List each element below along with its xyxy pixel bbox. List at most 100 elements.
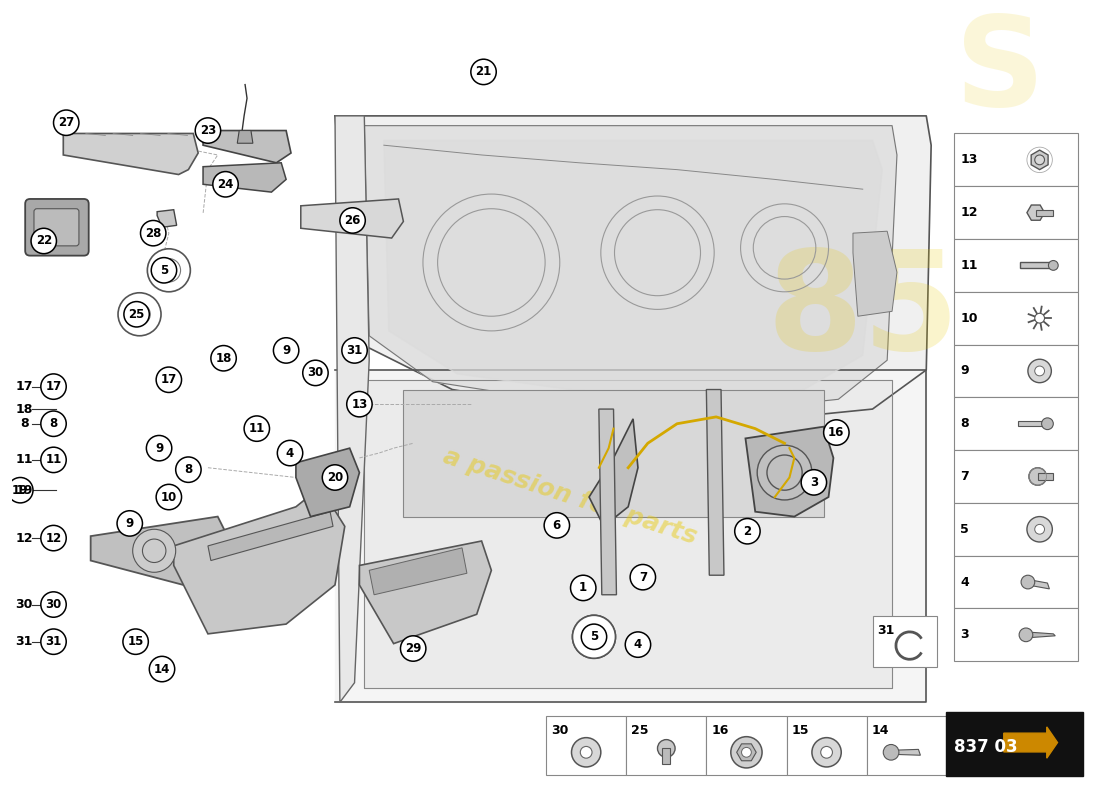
Bar bbox=[626, 716, 706, 774]
Circle shape bbox=[41, 447, 66, 473]
Polygon shape bbox=[1026, 632, 1055, 638]
Circle shape bbox=[133, 530, 176, 572]
Text: 9: 9 bbox=[960, 365, 969, 378]
Text: 3: 3 bbox=[960, 628, 969, 642]
Text: 9: 9 bbox=[155, 442, 163, 454]
Text: 6: 6 bbox=[552, 519, 561, 532]
Circle shape bbox=[581, 624, 607, 650]
Text: 5: 5 bbox=[590, 630, 598, 643]
Circle shape bbox=[156, 367, 182, 393]
Circle shape bbox=[118, 293, 161, 336]
Bar bbox=[954, 292, 1078, 345]
Text: 11: 11 bbox=[960, 259, 978, 272]
Circle shape bbox=[801, 470, 826, 495]
Text: 30: 30 bbox=[551, 724, 569, 737]
Circle shape bbox=[152, 258, 177, 283]
Text: 28: 28 bbox=[145, 226, 162, 240]
Circle shape bbox=[277, 440, 302, 466]
Polygon shape bbox=[1027, 205, 1045, 220]
Text: 4: 4 bbox=[960, 575, 969, 589]
Text: 31: 31 bbox=[878, 624, 894, 637]
Polygon shape bbox=[336, 116, 370, 702]
Text: 24: 24 bbox=[218, 178, 233, 190]
Bar bbox=[954, 134, 1078, 186]
Circle shape bbox=[54, 110, 79, 135]
Text: 31: 31 bbox=[15, 635, 33, 648]
Text: 12: 12 bbox=[960, 206, 978, 219]
FancyBboxPatch shape bbox=[25, 199, 89, 256]
Text: 14: 14 bbox=[871, 724, 889, 737]
Text: 19: 19 bbox=[15, 484, 33, 497]
Text: 17: 17 bbox=[15, 380, 33, 393]
Text: 7: 7 bbox=[639, 570, 647, 584]
Circle shape bbox=[572, 615, 616, 658]
Circle shape bbox=[883, 745, 899, 760]
Polygon shape bbox=[384, 140, 882, 398]
Bar bbox=[706, 716, 786, 774]
Circle shape bbox=[1042, 418, 1054, 430]
Text: 25: 25 bbox=[129, 308, 145, 321]
Circle shape bbox=[821, 746, 833, 758]
Polygon shape bbox=[238, 130, 253, 143]
Polygon shape bbox=[1031, 150, 1048, 170]
Text: 25: 25 bbox=[631, 724, 649, 737]
Bar bbox=[954, 609, 1078, 662]
Bar bbox=[404, 390, 824, 517]
Text: 13: 13 bbox=[351, 398, 367, 410]
Circle shape bbox=[630, 565, 656, 590]
Circle shape bbox=[730, 737, 762, 768]
Circle shape bbox=[658, 740, 675, 757]
Text: 1: 1 bbox=[580, 582, 587, 594]
Bar bbox=[954, 503, 1078, 556]
Circle shape bbox=[471, 59, 496, 85]
Text: 18: 18 bbox=[216, 352, 232, 365]
Text: 26: 26 bbox=[344, 214, 361, 227]
Polygon shape bbox=[662, 748, 670, 764]
Polygon shape bbox=[1004, 727, 1057, 758]
Polygon shape bbox=[208, 512, 333, 561]
Text: 17: 17 bbox=[161, 374, 177, 386]
Circle shape bbox=[322, 465, 348, 490]
Circle shape bbox=[141, 221, 166, 246]
Bar bbox=[872, 616, 937, 667]
Bar bbox=[954, 450, 1078, 503]
Circle shape bbox=[1027, 359, 1052, 382]
Circle shape bbox=[824, 420, 849, 446]
Text: 12: 12 bbox=[15, 531, 33, 545]
Text: 8: 8 bbox=[20, 418, 29, 430]
Text: 15: 15 bbox=[791, 724, 808, 737]
Bar bbox=[954, 186, 1078, 239]
Text: a passion for parts: a passion for parts bbox=[440, 445, 700, 550]
Circle shape bbox=[1035, 524, 1045, 534]
Polygon shape bbox=[336, 370, 926, 702]
Text: 5: 5 bbox=[160, 264, 168, 277]
FancyBboxPatch shape bbox=[34, 209, 79, 246]
Circle shape bbox=[123, 629, 148, 654]
Circle shape bbox=[150, 656, 175, 682]
Bar bbox=[954, 239, 1078, 292]
Text: 11: 11 bbox=[45, 454, 62, 466]
Text: 20: 20 bbox=[327, 471, 343, 484]
Circle shape bbox=[195, 118, 221, 143]
Polygon shape bbox=[1020, 262, 1055, 268]
Polygon shape bbox=[296, 448, 360, 517]
Polygon shape bbox=[364, 380, 892, 688]
Circle shape bbox=[117, 510, 143, 536]
Polygon shape bbox=[1019, 422, 1047, 426]
Circle shape bbox=[124, 302, 150, 327]
Text: 30: 30 bbox=[15, 598, 33, 611]
Text: 29: 29 bbox=[405, 642, 421, 655]
Polygon shape bbox=[706, 390, 724, 575]
Circle shape bbox=[346, 391, 372, 417]
Circle shape bbox=[41, 629, 66, 654]
Text: 12: 12 bbox=[45, 531, 62, 545]
Text: 18: 18 bbox=[15, 402, 33, 415]
Text: 8: 8 bbox=[960, 418, 969, 430]
Circle shape bbox=[572, 738, 601, 767]
Polygon shape bbox=[64, 134, 198, 174]
Circle shape bbox=[274, 338, 299, 363]
Text: 11: 11 bbox=[15, 454, 33, 466]
Polygon shape bbox=[1026, 579, 1049, 589]
Circle shape bbox=[625, 632, 651, 658]
Polygon shape bbox=[336, 116, 932, 419]
